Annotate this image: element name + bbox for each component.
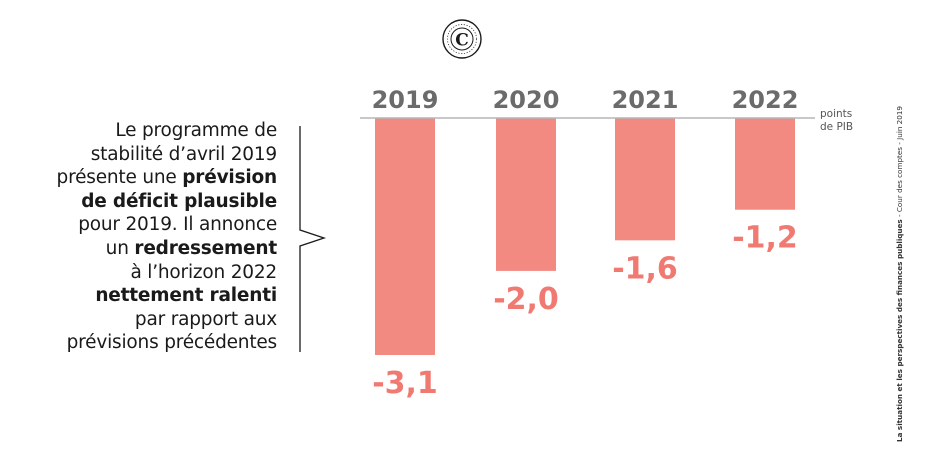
value-label-2019: -3,1: [372, 366, 438, 401]
bar-2020: [496, 118, 556, 271]
units-label: points de PIB: [820, 108, 880, 134]
value-label-2021: -1,6: [612, 251, 678, 286]
description-line: par rapport aux: [134, 308, 277, 330]
source-note: La situation et les perspectives des fin…: [895, 106, 904, 442]
description-line: prévisions précédentes: [66, 332, 278, 354]
description-emphasis: redressement: [134, 237, 277, 259]
value-label-2020: -2,0: [493, 282, 559, 317]
description-line: stabilité d’avril 2019: [90, 143, 277, 165]
value-label-2022: -1,2: [732, 221, 798, 256]
year-label-2021: 2021: [612, 86, 679, 114]
source-note-title: La situation et les perspectives des fin…: [895, 219, 904, 442]
description-text: Le programme de stabilité d’avril 2019 p…: [30, 119, 278, 355]
description-segment: un: [105, 237, 135, 259]
description-line: de déficit plausible: [30, 190, 277, 214]
year-label-2019: 2019: [372, 86, 439, 114]
description-line: pour 2019. Il annonce: [78, 214, 277, 236]
description-line: un redressement: [30, 237, 278, 261]
source-note-rest: - Cour des comptes - Juin 2019: [895, 106, 904, 220]
logo-letter: C: [455, 31, 469, 51]
description-emphasis: prévision: [182, 167, 277, 189]
year-label-2020: 2020: [493, 86, 560, 114]
description-line: présente une prévision: [30, 166, 278, 190]
bar-2019: [375, 118, 435, 355]
description-emphasis: nettement ralenti: [95, 285, 277, 307]
description-segment: présente une: [56, 167, 183, 189]
bar-2022: [735, 118, 795, 210]
bar-2021: [615, 118, 675, 241]
units-line: de PIB: [820, 121, 854, 133]
description-line: à l’horizon 2022: [130, 261, 277, 283]
description-line: nettement ralenti: [30, 284, 277, 308]
description-line: Le programme de: [115, 120, 277, 141]
description-emphasis: de déficit plausible: [81, 190, 277, 212]
year-label-2022: 2022: [732, 86, 799, 114]
units-line: points: [820, 108, 853, 120]
bracket-connector: [299, 126, 327, 352]
cour-des-comptes-seal-icon: C: [442, 19, 482, 59]
